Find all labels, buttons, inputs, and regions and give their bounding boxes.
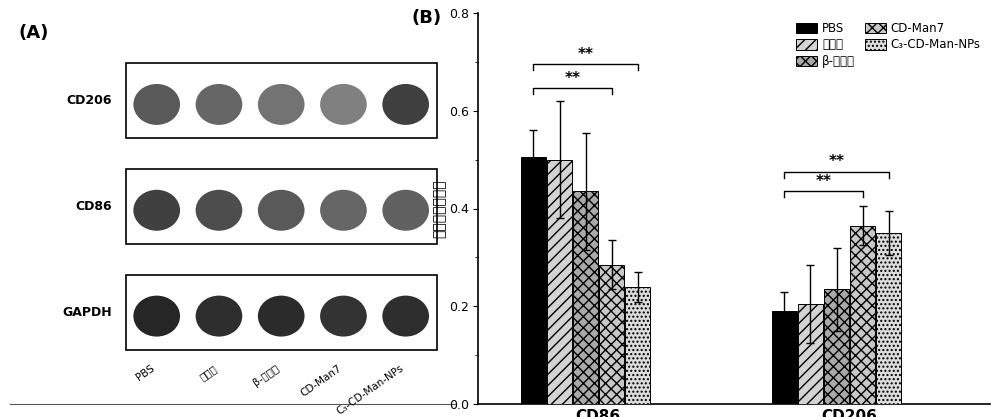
Bar xyxy=(850,226,875,404)
Ellipse shape xyxy=(258,190,305,231)
Ellipse shape xyxy=(133,84,180,125)
Bar xyxy=(876,233,901,404)
Ellipse shape xyxy=(133,190,180,231)
Text: PBS: PBS xyxy=(135,363,157,383)
Bar xyxy=(126,169,437,244)
Ellipse shape xyxy=(133,296,180,337)
Text: **: ** xyxy=(565,71,581,86)
Ellipse shape xyxy=(258,296,305,337)
Ellipse shape xyxy=(196,190,242,231)
Text: CD-Man7: CD-Man7 xyxy=(299,363,343,399)
Legend: PBS, 甘露糖, β-环糖精, CD-Man7, C₃-CD-Man-NPs: PBS, 甘露糖, β-环糖精, CD-Man7, C₃-CD-Man-NPs xyxy=(793,18,984,72)
Bar xyxy=(625,287,650,404)
Ellipse shape xyxy=(258,84,305,125)
Text: C₃-CD-Man-NPs: C₃-CD-Man-NPs xyxy=(335,363,406,417)
Ellipse shape xyxy=(382,296,429,337)
Text: 甘露糖: 甘露糖 xyxy=(198,363,219,382)
Bar xyxy=(798,304,823,404)
Bar xyxy=(772,311,797,404)
Text: CD86: CD86 xyxy=(76,200,112,213)
Ellipse shape xyxy=(320,84,367,125)
Ellipse shape xyxy=(382,190,429,231)
Bar xyxy=(573,191,598,404)
Bar xyxy=(126,275,437,349)
Ellipse shape xyxy=(196,84,242,125)
Text: **: ** xyxy=(829,154,845,169)
Text: CD206: CD206 xyxy=(67,94,112,107)
Text: (A): (A) xyxy=(19,24,49,42)
Ellipse shape xyxy=(320,296,367,337)
Bar xyxy=(824,289,849,404)
Text: **: ** xyxy=(578,47,594,62)
Text: (B): (B) xyxy=(412,9,442,27)
Bar xyxy=(599,265,624,404)
Text: β-环糖精: β-环糖精 xyxy=(252,363,281,388)
Y-axis label: 蛋白相对表达量: 蛋白相对表达量 xyxy=(432,179,446,238)
Text: GAPDH: GAPDH xyxy=(63,306,112,319)
Bar xyxy=(521,157,546,404)
Ellipse shape xyxy=(382,84,429,125)
Text: **: ** xyxy=(816,174,832,189)
Bar xyxy=(547,160,572,404)
Ellipse shape xyxy=(196,296,242,337)
Ellipse shape xyxy=(320,190,367,231)
Bar xyxy=(126,63,437,138)
